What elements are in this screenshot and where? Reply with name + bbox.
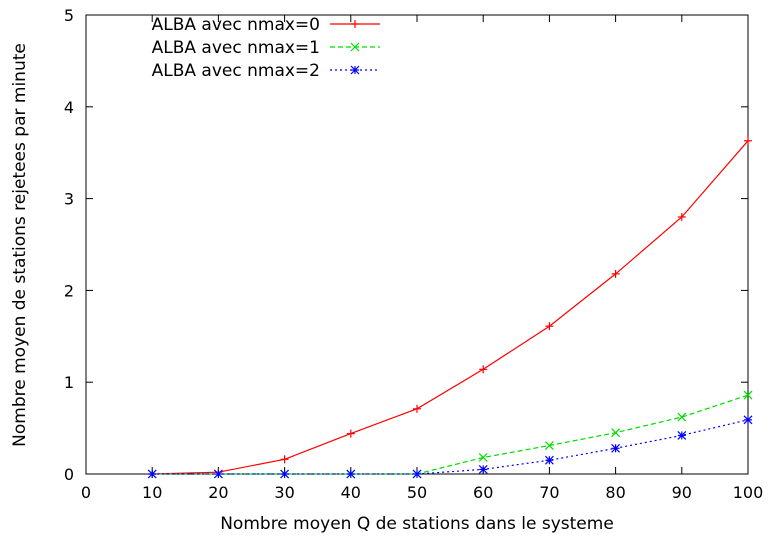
series-layer xyxy=(147,136,753,479)
x-tick-label: 20 xyxy=(208,483,228,502)
data-point xyxy=(479,365,488,374)
x-axis: 0 10 20 30 40 50 60 70 80 90 100 xyxy=(81,15,763,502)
series-line xyxy=(152,140,749,475)
data-point xyxy=(743,415,753,425)
legend: ALBA avec nmax=0 ALBA avec nmax=1 ALBA ave… xyxy=(152,15,380,81)
y-tick-label: 1 xyxy=(64,373,74,392)
y-tick-label: 0 xyxy=(64,465,74,484)
data-point xyxy=(346,429,355,438)
data-point xyxy=(280,455,289,464)
legend-marker xyxy=(351,20,359,28)
data-point xyxy=(743,390,753,400)
data-point xyxy=(611,443,621,453)
data-point xyxy=(413,404,421,413)
series-2 xyxy=(147,390,753,479)
data-point xyxy=(346,469,356,479)
data-point xyxy=(478,453,488,462)
x-tick-label: 80 xyxy=(605,483,625,502)
y-tick-label: 2 xyxy=(64,281,74,300)
data-point xyxy=(611,269,620,278)
x-tick-label: 30 xyxy=(274,483,294,502)
data-point xyxy=(147,469,157,479)
series-3 xyxy=(147,415,753,479)
x-tick-label: 10 xyxy=(142,483,162,502)
y-axis-title: Nombre moyen de stations rejetees par mi… xyxy=(10,43,30,447)
data-point xyxy=(677,431,687,440)
x-tick-label: 40 xyxy=(341,483,361,502)
y-tick-label: 4 xyxy=(64,98,74,117)
data-point xyxy=(213,469,223,479)
x-tick-label: 60 xyxy=(473,483,493,502)
series-line xyxy=(152,394,749,475)
y-tick-label: 3 xyxy=(64,190,74,209)
data-point xyxy=(744,136,752,145)
data-point xyxy=(677,212,686,221)
y-tick-label: 5 xyxy=(64,6,74,25)
data-point xyxy=(412,469,422,479)
y-axis: 0 1 2 3 4 5 xyxy=(64,6,748,484)
x-tick-label: 0 xyxy=(81,483,91,502)
data-point xyxy=(611,428,621,438)
data-point xyxy=(677,412,687,422)
x-tick-label: 50 xyxy=(407,483,427,502)
legend-marker xyxy=(350,42,360,52)
x-tick-label: 100 xyxy=(733,483,764,502)
x-tick-label: 70 xyxy=(539,483,559,502)
data-point xyxy=(478,464,488,474)
legend-label: ALBA avec nmax=1 xyxy=(152,38,320,58)
legend-marker xyxy=(350,65,360,75)
data-point xyxy=(280,469,290,479)
x-axis-title: Nombre moyen Q de stations dans le syste… xyxy=(220,514,614,534)
data-point xyxy=(544,441,554,450)
x-tick-label: 90 xyxy=(672,483,692,502)
data-point xyxy=(545,322,554,331)
legend-label: ALBA avec nmax=2 xyxy=(152,61,320,81)
series-1 xyxy=(148,136,752,478)
legend-label: ALBA avec nmax=0 xyxy=(152,15,320,35)
data-point xyxy=(544,455,554,465)
